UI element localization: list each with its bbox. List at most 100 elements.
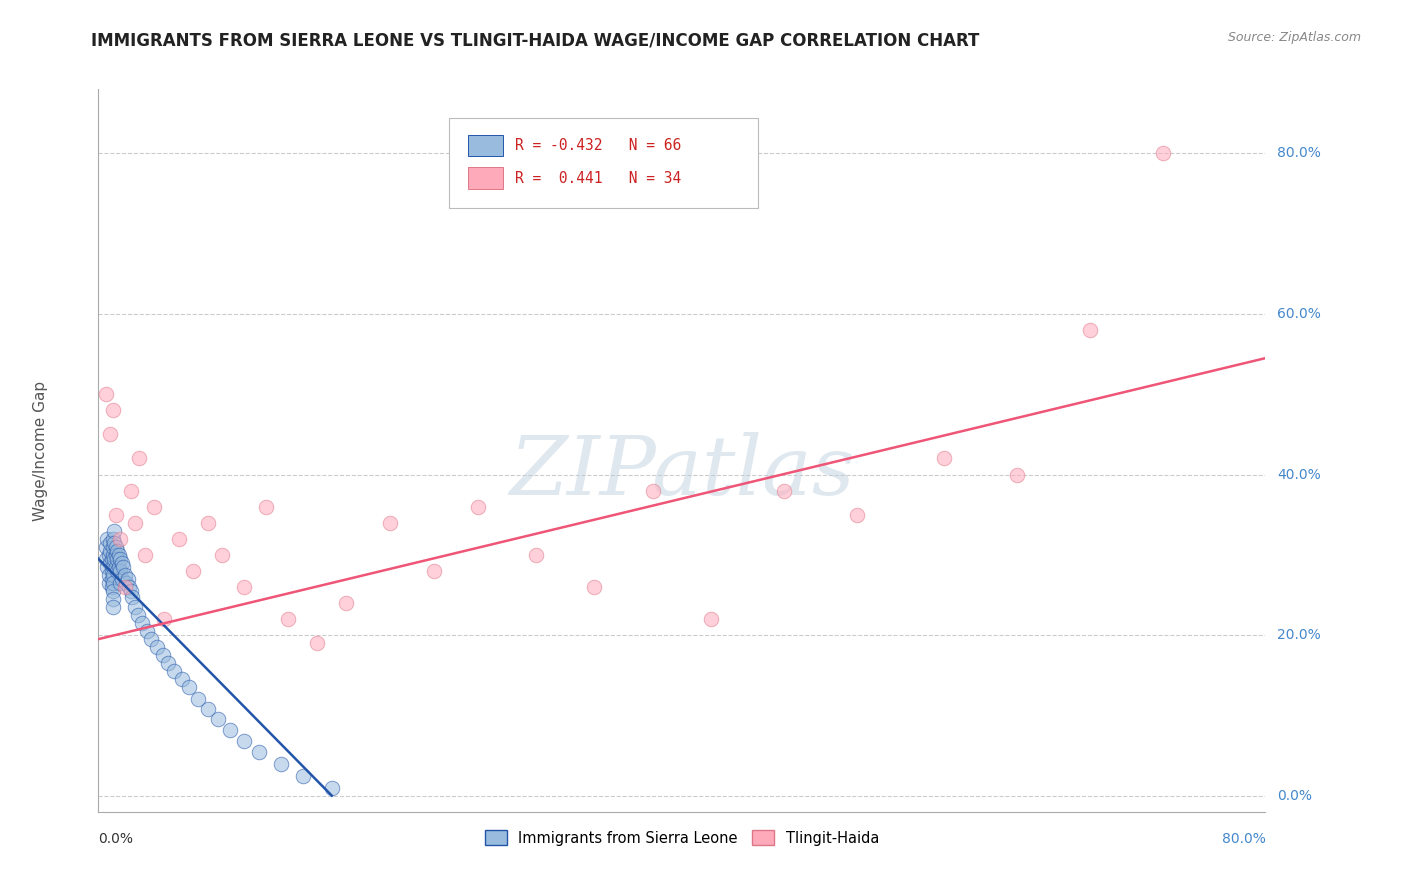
Text: Source: ZipAtlas.com: Source: ZipAtlas.com xyxy=(1227,31,1361,45)
Point xyxy=(467,500,489,514)
Point xyxy=(105,564,128,578)
Point xyxy=(98,556,121,570)
Point xyxy=(104,508,127,522)
Point xyxy=(163,664,186,678)
Point xyxy=(131,615,153,630)
Point xyxy=(110,551,132,566)
Point xyxy=(98,543,121,558)
Point xyxy=(1152,146,1174,161)
Point xyxy=(233,734,256,748)
Point xyxy=(233,580,256,594)
Point xyxy=(105,551,128,566)
Text: R = -0.432   N = 66: R = -0.432 N = 66 xyxy=(515,138,682,153)
Point xyxy=(307,636,329,650)
Point xyxy=(97,576,120,591)
Point xyxy=(97,548,120,562)
Text: 20.0%: 20.0% xyxy=(1277,628,1320,642)
Point xyxy=(254,500,277,514)
Point xyxy=(120,583,142,598)
Point xyxy=(773,483,796,498)
Text: 80.0%: 80.0% xyxy=(1222,831,1265,846)
Point xyxy=(100,551,122,566)
Point xyxy=(117,572,139,586)
Point xyxy=(197,516,219,530)
Point xyxy=(108,560,131,574)
Bar xyxy=(468,135,503,156)
Point xyxy=(157,657,180,671)
Point xyxy=(118,580,141,594)
Point xyxy=(115,576,138,591)
Point xyxy=(105,543,128,558)
Point xyxy=(101,540,124,554)
Text: 40.0%: 40.0% xyxy=(1277,467,1320,482)
Point xyxy=(277,612,299,626)
Point xyxy=(104,540,127,554)
Bar xyxy=(468,167,503,189)
Point xyxy=(103,535,125,549)
Point xyxy=(423,564,446,578)
Point xyxy=(111,556,134,570)
Point xyxy=(98,427,121,442)
Point xyxy=(380,516,402,530)
Point xyxy=(97,567,120,582)
FancyBboxPatch shape xyxy=(449,118,758,209)
Point xyxy=(211,548,233,562)
Point xyxy=(101,403,124,417)
Point xyxy=(134,548,156,562)
Point xyxy=(524,548,547,562)
Point xyxy=(101,599,124,614)
Text: 0.0%: 0.0% xyxy=(1277,789,1312,803)
Point xyxy=(104,548,127,562)
Point xyxy=(96,532,118,546)
Point xyxy=(110,532,132,546)
Text: IMMIGRANTS FROM SIERRA LEONE VS TLINGIT-HAIDA WAGE/INCOME GAP CORRELATION CHART: IMMIGRANTS FROM SIERRA LEONE VS TLINGIT-… xyxy=(91,31,980,49)
Text: 80.0%: 80.0% xyxy=(1277,146,1322,161)
Point xyxy=(583,580,606,594)
Point xyxy=(94,540,117,554)
Point xyxy=(101,548,124,562)
Point xyxy=(100,572,122,586)
Point xyxy=(153,612,176,626)
Point xyxy=(181,564,204,578)
Point xyxy=(101,592,124,607)
Point xyxy=(100,580,122,594)
Point xyxy=(96,560,118,574)
Point xyxy=(142,500,165,514)
Point xyxy=(170,673,193,687)
Point xyxy=(114,567,136,582)
Point xyxy=(146,640,169,655)
Text: ZIPatlas: ZIPatlas xyxy=(509,432,855,512)
Point xyxy=(94,551,117,566)
Point xyxy=(218,723,240,737)
Point xyxy=(98,535,121,549)
Point xyxy=(207,712,229,726)
Point xyxy=(187,692,209,706)
Point xyxy=(321,780,343,795)
Point xyxy=(104,560,127,574)
Point xyxy=(101,567,124,582)
Point xyxy=(270,756,292,771)
Point xyxy=(335,596,357,610)
Point xyxy=(167,532,190,546)
Legend: Immigrants from Sierra Leone, Tlingit-Haida: Immigrants from Sierra Leone, Tlingit-Ha… xyxy=(479,824,884,851)
Point xyxy=(1007,467,1029,482)
Point xyxy=(103,551,125,566)
Point xyxy=(197,702,219,716)
Text: Wage/Income Gap: Wage/Income Gap xyxy=(32,380,48,521)
Point xyxy=(177,680,200,694)
Text: 0.0%: 0.0% xyxy=(98,831,134,846)
Point xyxy=(100,564,122,578)
Text: 60.0%: 60.0% xyxy=(1277,307,1322,321)
Point xyxy=(846,508,869,522)
Point xyxy=(124,599,146,614)
Point xyxy=(934,451,956,466)
Point xyxy=(101,576,124,591)
Point xyxy=(700,612,723,626)
Point xyxy=(128,451,150,466)
Point xyxy=(101,532,124,546)
Point xyxy=(110,564,132,578)
Point xyxy=(108,548,131,562)
Point xyxy=(110,576,132,591)
Point xyxy=(1080,323,1102,337)
Point xyxy=(291,769,314,783)
